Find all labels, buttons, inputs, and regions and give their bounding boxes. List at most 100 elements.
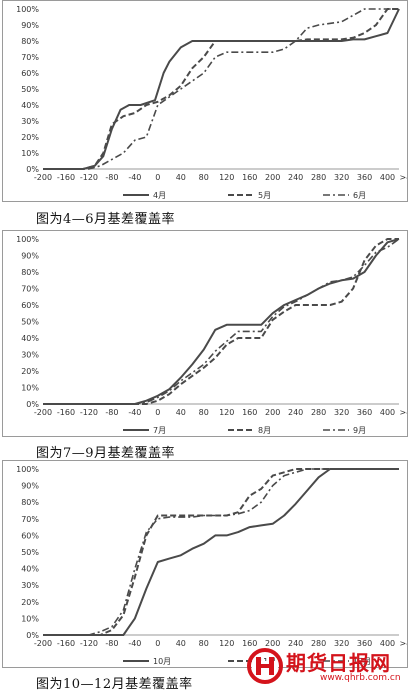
x-tick-label: >420: [399, 173, 407, 182]
y-tick-label: 90%: [21, 21, 39, 30]
x-tick-label: 320: [334, 639, 349, 648]
x-tick-label: -200: [34, 408, 52, 417]
x-tick-label: 40: [176, 639, 186, 648]
x-tick-label: 160: [242, 408, 257, 417]
x-tick-label: 400: [380, 408, 395, 417]
series-line-3: [43, 238, 400, 405]
y-tick-label: 30%: [21, 581, 39, 590]
x-tick-label: 200: [265, 173, 280, 182]
y-tick-label: 70%: [21, 285, 39, 294]
x-tick-label: 120: [219, 639, 234, 648]
x-tick-label: 280: [311, 639, 326, 648]
y-tick-label: 100%: [16, 5, 39, 14]
x-tick-label: -120: [80, 408, 98, 417]
y-tick-label: 30%: [21, 117, 39, 126]
chart-panel-3: 0% 10% 20% 30% 40% 50% 60% 70% 80% 90% 100% -200 -16…: [2, 460, 408, 668]
chart-caption-1: 图为4—6月基差覆盖率: [36, 212, 176, 227]
chart-caption-2: 图为7—9月基差覆盖率: [36, 446, 176, 461]
legend-label-2: 5月: [258, 191, 271, 200]
y-tick-label: 90%: [21, 252, 39, 261]
x-tick-label: 320: [334, 408, 349, 417]
x-tick-label: 120: [219, 408, 234, 417]
y-tick-label: 100%: [16, 235, 39, 244]
y-tick-label: 20%: [21, 133, 39, 142]
x-tick-label: 80: [199, 173, 209, 182]
x-tick-label: >420: [399, 408, 407, 417]
y-tick-label: 0%: [26, 631, 39, 640]
x-tick-label: 280: [311, 408, 326, 417]
legend-label-3: 9月: [353, 426, 366, 435]
x-tick-label: 400: [380, 173, 395, 182]
y-tick-label: 60%: [21, 531, 39, 540]
x-tick-label: 0: [155, 408, 160, 417]
series-line-2: [43, 238, 399, 405]
y-tick-label: 50%: [21, 318, 39, 327]
y-tick-label: 30%: [21, 351, 39, 360]
y-tick-label: 20%: [21, 598, 39, 607]
x-tick-label: 200: [265, 639, 280, 648]
x-tick-label: 240: [288, 173, 303, 182]
y-tick-label: 70%: [21, 515, 39, 524]
y-tick-label: 100%: [16, 465, 39, 474]
x-tick-label: 0: [155, 173, 160, 182]
series-line-3: [43, 468, 399, 636]
chart-svg-2: 0% 10% 20% 30% 40% 50% 60% 70% 80% 90% 100% -200 -16…: [16, 235, 407, 435]
x-tick-label: 160: [242, 639, 257, 648]
x-tick-label: 0: [155, 639, 160, 648]
y-tick-label: 10%: [21, 384, 39, 393]
x-tick-label: -200: [34, 173, 52, 182]
x-tick-label: 80: [199, 408, 209, 417]
y-tick-label: 70%: [21, 53, 39, 62]
watermark: 期货日报网 www.qhrb.com.cn: [246, 645, 406, 689]
legend-label-1: 4月: [153, 191, 166, 200]
chart-panel-2: 0% 10% 20% 30% 40% 50% 60% 70% 80% 90% 100% -200 -16…: [2, 230, 408, 437]
x-tick-label: -80: [105, 639, 118, 648]
x-tick-label: -160: [57, 173, 75, 182]
legend-label-3: 12月: [353, 657, 371, 666]
x-tick-label: 200: [265, 408, 280, 417]
watermark-logo-icon: [247, 648, 283, 684]
x-tick-label: 120: [219, 173, 234, 182]
chart-svg-3: 0% 10% 20% 30% 40% 50% 60% 70% 80% 90% 100% -200 -16…: [16, 465, 407, 666]
y-tick-label: 10%: [21, 614, 39, 623]
y-tick-label: 50%: [21, 548, 39, 557]
x-tick-label: 40: [176, 173, 186, 182]
y-tick-label: 60%: [21, 69, 39, 78]
y-tick-label: 10%: [21, 149, 39, 158]
x-tick-label: 80: [199, 639, 209, 648]
y-tick-label: 40%: [21, 334, 39, 343]
y-tick-label: 40%: [21, 565, 39, 574]
legend-label-3: 6月: [353, 191, 366, 200]
legend-label-2: 8月: [258, 426, 271, 435]
y-tick-label: 80%: [21, 268, 39, 277]
x-tick-label: -40: [128, 408, 141, 417]
x-tick-label: 360: [357, 173, 372, 182]
x-tick-label: 240: [288, 408, 303, 417]
series-line-2: [43, 468, 399, 636]
x-tick-label: -80: [105, 408, 118, 417]
x-tick-label: -80: [105, 173, 118, 182]
x-tick-label: -160: [57, 639, 75, 648]
y-tick-label: 20%: [21, 367, 39, 376]
x-tick-label: -40: [128, 639, 141, 648]
x-tick-label: 360: [357, 639, 372, 648]
series-line-1: [43, 468, 399, 636]
watermark-url: www.qhrb.com.cn: [320, 673, 401, 683]
x-tick-label: 320: [334, 173, 349, 182]
x-tick-label: -40: [128, 173, 141, 182]
x-tick-label: 240: [288, 639, 303, 648]
legend-label-1: 7月: [153, 426, 166, 435]
chart-caption-3: 图为10—12月基差覆盖率: [36, 677, 193, 692]
y-tick-label: 80%: [21, 498, 39, 507]
x-tick-label: 400: [380, 639, 395, 648]
y-tick-label: 80%: [21, 37, 39, 46]
x-tick-label: -200: [34, 639, 52, 648]
y-tick-label: 50%: [21, 85, 39, 94]
x-tick-label: 360: [357, 408, 372, 417]
legend-label-1: 10月: [153, 657, 171, 666]
x-tick-label: >420: [399, 639, 407, 648]
x-tick-label: -120: [80, 639, 98, 648]
y-tick-label: 0%: [26, 400, 39, 409]
x-tick-label: 280: [311, 173, 326, 182]
series-line-1: [43, 8, 400, 170]
